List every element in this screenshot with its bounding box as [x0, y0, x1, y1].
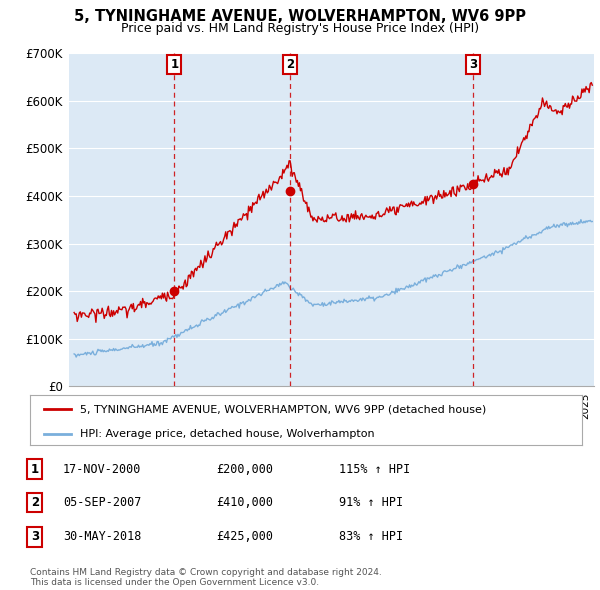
Text: 91% ↑ HPI: 91% ↑ HPI [339, 496, 403, 509]
Text: 5, TYNINGHAME AVENUE, WOLVERHAMPTON, WV6 9PP: 5, TYNINGHAME AVENUE, WOLVERHAMPTON, WV6… [74, 9, 526, 24]
Text: 1: 1 [31, 463, 39, 476]
Text: £425,000: £425,000 [216, 530, 273, 543]
Text: HPI: Average price, detached house, Wolverhampton: HPI: Average price, detached house, Wolv… [80, 430, 374, 440]
Text: 2: 2 [286, 58, 294, 71]
Text: 115% ↑ HPI: 115% ↑ HPI [339, 463, 410, 476]
Text: Contains HM Land Registry data © Crown copyright and database right 2024.
This d: Contains HM Land Registry data © Crown c… [30, 568, 382, 587]
Text: 83% ↑ HPI: 83% ↑ HPI [339, 530, 403, 543]
Text: 5, TYNINGHAME AVENUE, WOLVERHAMPTON, WV6 9PP (detached house): 5, TYNINGHAME AVENUE, WOLVERHAMPTON, WV6… [80, 404, 486, 414]
Text: 2: 2 [31, 496, 39, 509]
Text: 30-MAY-2018: 30-MAY-2018 [63, 530, 142, 543]
Text: 3: 3 [469, 58, 477, 71]
Text: Price paid vs. HM Land Registry's House Price Index (HPI): Price paid vs. HM Land Registry's House … [121, 22, 479, 35]
Text: £410,000: £410,000 [216, 496, 273, 509]
Text: 05-SEP-2007: 05-SEP-2007 [63, 496, 142, 509]
Text: £200,000: £200,000 [216, 463, 273, 476]
Text: 1: 1 [170, 58, 178, 71]
Text: 17-NOV-2000: 17-NOV-2000 [63, 463, 142, 476]
Text: 3: 3 [31, 530, 39, 543]
